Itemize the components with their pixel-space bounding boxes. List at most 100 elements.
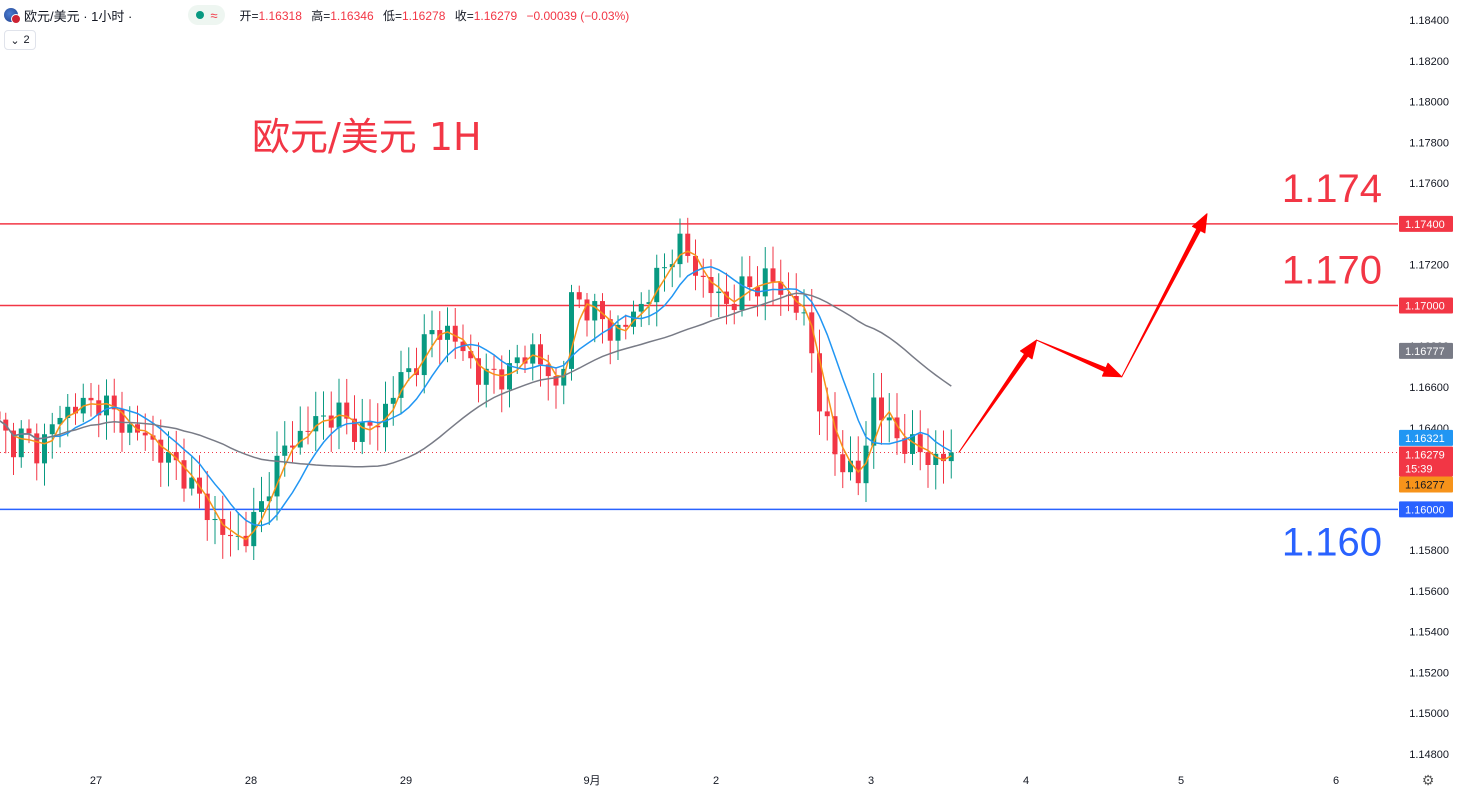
- candle-body: [42, 434, 47, 464]
- gear-icon[interactable]: ⚙: [1421, 772, 1435, 788]
- candle-body: [445, 325, 450, 340]
- candle-body: [917, 434, 923, 453]
- price-tag-bg: [1399, 501, 1453, 518]
- candle-body: [483, 368, 489, 385]
- candle-body: [925, 452, 931, 465]
- candle-body: [948, 452, 954, 462]
- market-status-pill[interactable]: ≈: [188, 5, 226, 25]
- y-tick-label: 1.16600: [1409, 382, 1449, 394]
- candle-body: [150, 435, 156, 440]
- indicators-toggle-button[interactable]: ⌄ 2: [4, 30, 36, 50]
- price-tag-label: 15:39: [1405, 463, 1433, 475]
- candle-body: [507, 363, 512, 390]
- candle-body: [65, 406, 71, 418]
- candle-body: [259, 501, 264, 512]
- candle-body: [894, 417, 900, 439]
- candle-body: [607, 319, 613, 341]
- level-label-1.160: 1.160: [1282, 520, 1382, 564]
- price-tag-bg: [1399, 342, 1453, 359]
- eurusd-flag-icon: [4, 8, 21, 24]
- candle-body: [212, 518, 218, 521]
- price-tag-bg: [1399, 460, 1453, 477]
- candle-body: [104, 395, 109, 416]
- candle-body: [654, 267, 660, 303]
- candle-body: [406, 368, 412, 373]
- y-tick-label: 1.18200: [1409, 56, 1449, 68]
- price-tag-bg: [1399, 297, 1453, 314]
- time-axis[interactable]: 27 28 29 9月 2 3 4 5 6: [90, 775, 1339, 787]
- projection-segment: [1121, 213, 1208, 378]
- candle-body: [762, 268, 768, 297]
- candle-body: [429, 330, 435, 335]
- y-tick-label: 1.15600: [1409, 586, 1449, 598]
- candle-body: [18, 428, 24, 458]
- price-tag-bg: [1399, 429, 1453, 446]
- candle-body: [398, 372, 404, 398]
- x-tick-label: 27: [90, 775, 102, 787]
- candle-body: [189, 477, 195, 489]
- y-tick-label: 1.15400: [1409, 627, 1449, 639]
- ma-slow-line: [0, 292, 952, 468]
- candle-body: [747, 276, 753, 288]
- candle-body: [282, 445, 288, 456]
- price-axis[interactable]: 1.184001.182001.180001.178001.176001.174…: [1409, 15, 1449, 761]
- projection-segment: [958, 339, 1037, 453]
- x-tick-label: 4: [1023, 775, 1029, 787]
- x-tick-label: 28: [245, 775, 257, 787]
- candle-body: [313, 416, 319, 432]
- candle-body: [863, 445, 869, 484]
- candle-body: [716, 291, 722, 294]
- candle-body: [49, 424, 55, 435]
- candle-body: [290, 445, 295, 448]
- candle-body: [142, 432, 148, 436]
- level-label-1.170: 1.170: [1282, 248, 1382, 292]
- y-tick-label: 1.17600: [1409, 178, 1449, 190]
- y-tick-label: 1.17200: [1409, 260, 1449, 272]
- candle-body: [452, 325, 458, 342]
- price-tag-label: 1.16000: [1405, 504, 1445, 516]
- candle-body: [57, 417, 63, 425]
- candle-body: [173, 452, 179, 461]
- candle-body: [352, 418, 357, 442]
- candle-body: [491, 368, 497, 370]
- candle-body: [305, 430, 311, 432]
- candle-body: [344, 402, 350, 419]
- candle-body: [824, 411, 830, 417]
- candle-body: [569, 292, 574, 369]
- candle-body: [514, 357, 520, 364]
- chart-annotations: 欧元/美元 1H 1.174 1.170 1.160: [252, 115, 1382, 564]
- candle-body: [631, 311, 636, 327]
- candle-body: [204, 493, 210, 521]
- candle-body: [840, 454, 846, 473]
- candle-body: [584, 299, 590, 321]
- candle-body: [886, 417, 892, 421]
- candle-body: [638, 303, 644, 312]
- candle-body: [499, 369, 505, 390]
- x-tick-label: 2: [713, 775, 719, 787]
- candle-body: [879, 397, 884, 421]
- candle-body: [623, 324, 629, 327]
- y-tick-label: 1.18400: [1409, 15, 1449, 27]
- x-tick-label: 3: [868, 775, 874, 787]
- candle-body: [251, 511, 257, 547]
- candle-body: [693, 255, 698, 276]
- candle-body: [266, 496, 272, 502]
- candle-body: [375, 425, 381, 428]
- candle-body: [158, 439, 164, 463]
- candle-body: [941, 453, 946, 462]
- symbol-title[interactable]: 欧元/美元 · 1小时 ·: [24, 8, 133, 24]
- price-tags: 1.17400 1.17000 1.16777 1.16321 1.16279 15:39…: [1399, 215, 1453, 518]
- candle-body: [592, 301, 598, 321]
- candle-body: [11, 430, 16, 458]
- candle-body: [848, 460, 853, 473]
- candle-body: [166, 452, 171, 463]
- candle-body: [119, 409, 125, 433]
- candle-body: [739, 276, 745, 311]
- ma-mid-line: [0, 266, 952, 527]
- candle-body: [127, 424, 133, 433]
- ohlc-readout: 开=1.16318 高=1.16346 低=1.16278 收=1.16279 …: [239, 8, 630, 23]
- price-tag-bg: [1399, 476, 1453, 493]
- candle-body: [476, 358, 481, 385]
- candle-body: [770, 268, 776, 282]
